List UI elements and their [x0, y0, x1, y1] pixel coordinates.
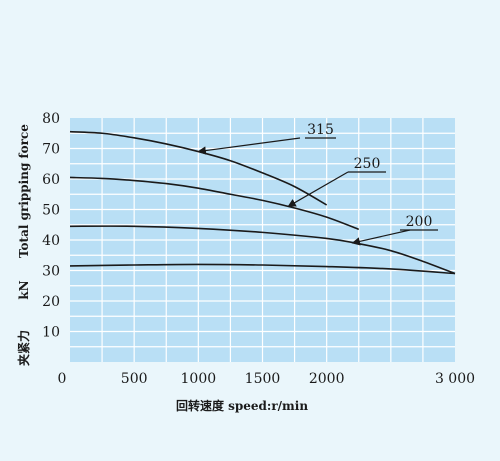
series-line-200 — [69, 225, 456, 275]
callout-leader-315 — [197, 137, 301, 155]
series-line-base-3 — [69, 263, 456, 275]
y-axis-unit: kN — [17, 280, 31, 299]
x-tick-label: 2000 — [309, 371, 345, 387]
callout-leader-250 — [287, 171, 349, 207]
x-axis-label: 回转速度 speed:r/min — [176, 398, 308, 413]
callout-leader-200 — [351, 229, 411, 246]
x-tick-label: 500 — [121, 371, 148, 387]
y-tick-labels: 10 20 30 40 50 60 70 80 — [42, 111, 60, 341]
series-callouts: 315 250 200 — [197, 122, 438, 246]
y-axis-label-en-group: Total gripping force — [17, 124, 31, 258]
x-tick-labels: 0 500 1000 1500 2000 3 000 — [58, 371, 476, 387]
y-tick-label: 20 — [42, 294, 60, 310]
y-axis-label-en: Total gripping force — [17, 124, 31, 258]
y-tick-label: 80 — [42, 111, 60, 127]
y-tick-label: 30 — [42, 264, 60, 280]
y-tick-label: 70 — [42, 142, 60, 158]
x-tick-label: 1500 — [245, 371, 281, 387]
y-tick-label: 10 — [42, 325, 60, 341]
y-tick-label: 60 — [42, 172, 60, 188]
x-tick-label: 1000 — [181, 371, 217, 387]
grid — [70, 118, 455, 362]
y-axis-label-cn-group: 夹紧力 — [16, 330, 31, 366]
y-axis-unit-group: kN — [17, 280, 31, 299]
y-tick-label: 50 — [42, 203, 60, 219]
y-tick-label: 40 — [42, 233, 60, 249]
series-label-315: 315 — [307, 122, 334, 138]
series-label-250: 250 — [354, 156, 381, 172]
x-tick-label: 0 — [58, 371, 67, 387]
series-label-200: 200 — [406, 214, 433, 230]
x-tick-label: 3 000 — [435, 371, 475, 387]
y-axis-label-cn: 夹紧力 — [16, 330, 31, 366]
series-line-250 — [69, 176, 360, 231]
